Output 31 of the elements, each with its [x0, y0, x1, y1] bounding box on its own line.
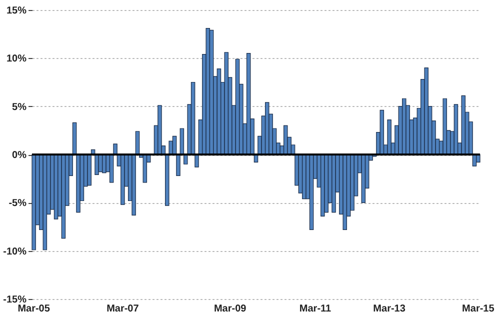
- y-tick-label: 0%: [12, 150, 27, 161]
- bar: [332, 154, 336, 213]
- bar: [461, 95, 466, 155]
- bar: [424, 68, 428, 155]
- x-tick-label: Mar-13: [373, 304, 406, 314]
- x-tick-label: Mar-07: [106, 304, 140, 314]
- bar: [120, 154, 125, 205]
- x-tick-label: Mar-11: [299, 304, 332, 314]
- bar: [387, 120, 392, 155]
- bar: [158, 105, 162, 155]
- y-tick-label: 15%: [6, 6, 27, 16]
- bar: [206, 28, 210, 155]
- y-tick-label: 10%: [6, 54, 27, 65]
- bar: [476, 154, 480, 163]
- bar: [342, 154, 347, 230]
- bar: [380, 110, 384, 155]
- bar: [324, 154, 328, 213]
- bar: [309, 154, 314, 230]
- x-tick-label: Mar-09: [214, 304, 247, 314]
- x-tick-label: Mar-15: [462, 304, 495, 314]
- bar: [454, 104, 458, 155]
- bar: [442, 98, 447, 155]
- bar: [142, 154, 148, 183]
- bar: [246, 53, 251, 155]
- x-tick-label: Mar-05: [18, 304, 50, 314]
- y-tick-label: -5%: [8, 198, 27, 210]
- y-tick-label: -10%: [3, 246, 27, 258]
- bar: [224, 52, 228, 155]
- y-tick-label: 5%: [12, 102, 27, 113]
- y-tick-label: -15%: [3, 294, 27, 306]
- bar: [32, 154, 36, 250]
